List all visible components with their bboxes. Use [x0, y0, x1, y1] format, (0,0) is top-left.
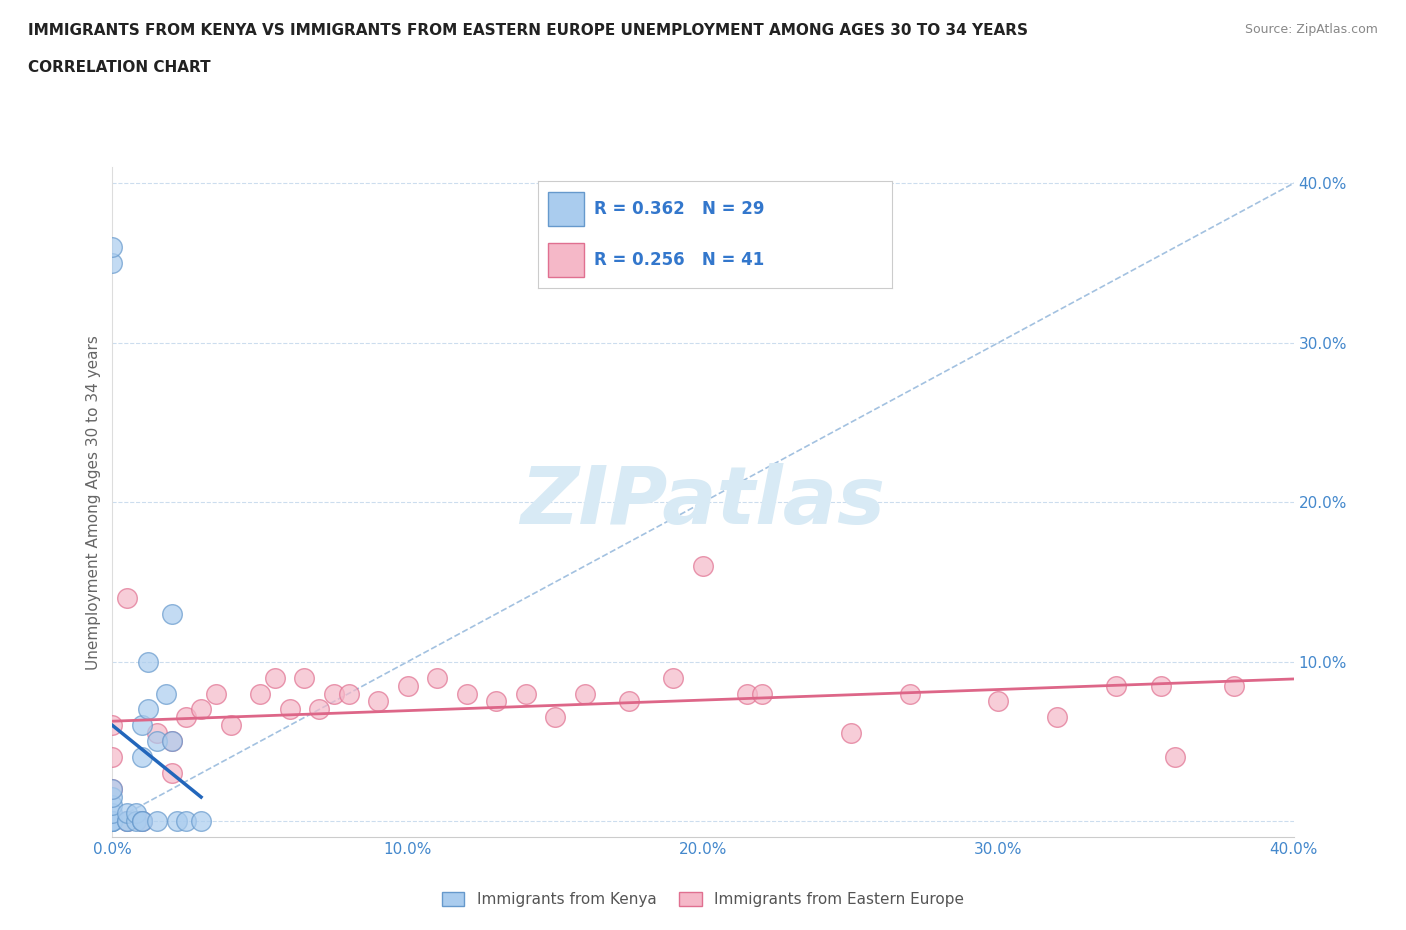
Point [278, 702, 301, 717]
Point [125, 814, 148, 829]
Point [101, 790, 124, 804]
Point [1105, 678, 1128, 693]
Point [205, 686, 228, 701]
Point [1150, 678, 1173, 693]
Point [751, 686, 773, 701]
Point [117, 814, 138, 829]
Point [117, 805, 138, 820]
Point [101, 814, 124, 829]
Text: IMMIGRANTS FROM KENYA VS IMMIGRANTS FROM EASTERN EUROPE UNEMPLOYMENT AMONG AGES : IMMIGRANTS FROM KENYA VS IMMIGRANTS FROM… [28, 23, 1028, 38]
Point [662, 671, 685, 685]
Point [456, 686, 478, 701]
Point [131, 750, 153, 764]
Point [292, 671, 315, 685]
Point [160, 734, 183, 749]
Point [249, 686, 271, 701]
Point [131, 814, 153, 829]
Point [101, 805, 124, 820]
Point [190, 702, 212, 717]
Point [101, 782, 124, 797]
Point [146, 814, 169, 829]
Point [131, 718, 153, 733]
Point [160, 734, 183, 749]
Point [426, 671, 449, 685]
Point [146, 726, 169, 741]
Point [174, 710, 197, 724]
Point [117, 814, 138, 829]
Point [117, 814, 138, 829]
Point [131, 814, 153, 829]
Point [131, 814, 153, 829]
Point [125, 805, 148, 820]
Point [839, 726, 862, 741]
Point [160, 606, 183, 621]
Text: CORRELATION CHART: CORRELATION CHART [28, 60, 211, 75]
Point [101, 782, 124, 797]
Point [166, 814, 188, 829]
Point [117, 591, 138, 605]
Point [101, 798, 124, 813]
Point [101, 750, 124, 764]
Legend: Immigrants from Kenya, Immigrants from Eastern Europe: Immigrants from Kenya, Immigrants from E… [436, 885, 970, 913]
Point [160, 765, 183, 780]
Point [1046, 710, 1069, 724]
Point [155, 686, 177, 701]
Point [101, 814, 124, 829]
Point [544, 710, 567, 724]
Point [264, 671, 287, 685]
Point [101, 814, 124, 829]
Point [737, 686, 759, 701]
Point [987, 694, 1010, 709]
Point [146, 734, 169, 749]
Point [692, 559, 714, 574]
Point [1223, 678, 1246, 693]
Point [174, 814, 197, 829]
Point [101, 240, 124, 255]
Point [308, 702, 330, 717]
Text: ZIPatlas: ZIPatlas [520, 463, 886, 541]
Point [323, 686, 346, 701]
Point [136, 654, 159, 669]
Y-axis label: Unemployment Among Ages 30 to 34 years: Unemployment Among Ages 30 to 34 years [86, 335, 101, 670]
Point [219, 718, 242, 733]
Point [101, 814, 124, 829]
Point [515, 686, 537, 701]
Point [337, 686, 360, 701]
Point [396, 678, 419, 693]
Point [101, 718, 124, 733]
Point [101, 256, 124, 271]
Point [1164, 750, 1187, 764]
Point [898, 686, 921, 701]
Point [619, 694, 641, 709]
Point [574, 686, 596, 701]
Point [136, 702, 159, 717]
Point [485, 694, 508, 709]
Point [367, 694, 389, 709]
Point [190, 814, 212, 829]
Text: Source: ZipAtlas.com: Source: ZipAtlas.com [1244, 23, 1378, 36]
